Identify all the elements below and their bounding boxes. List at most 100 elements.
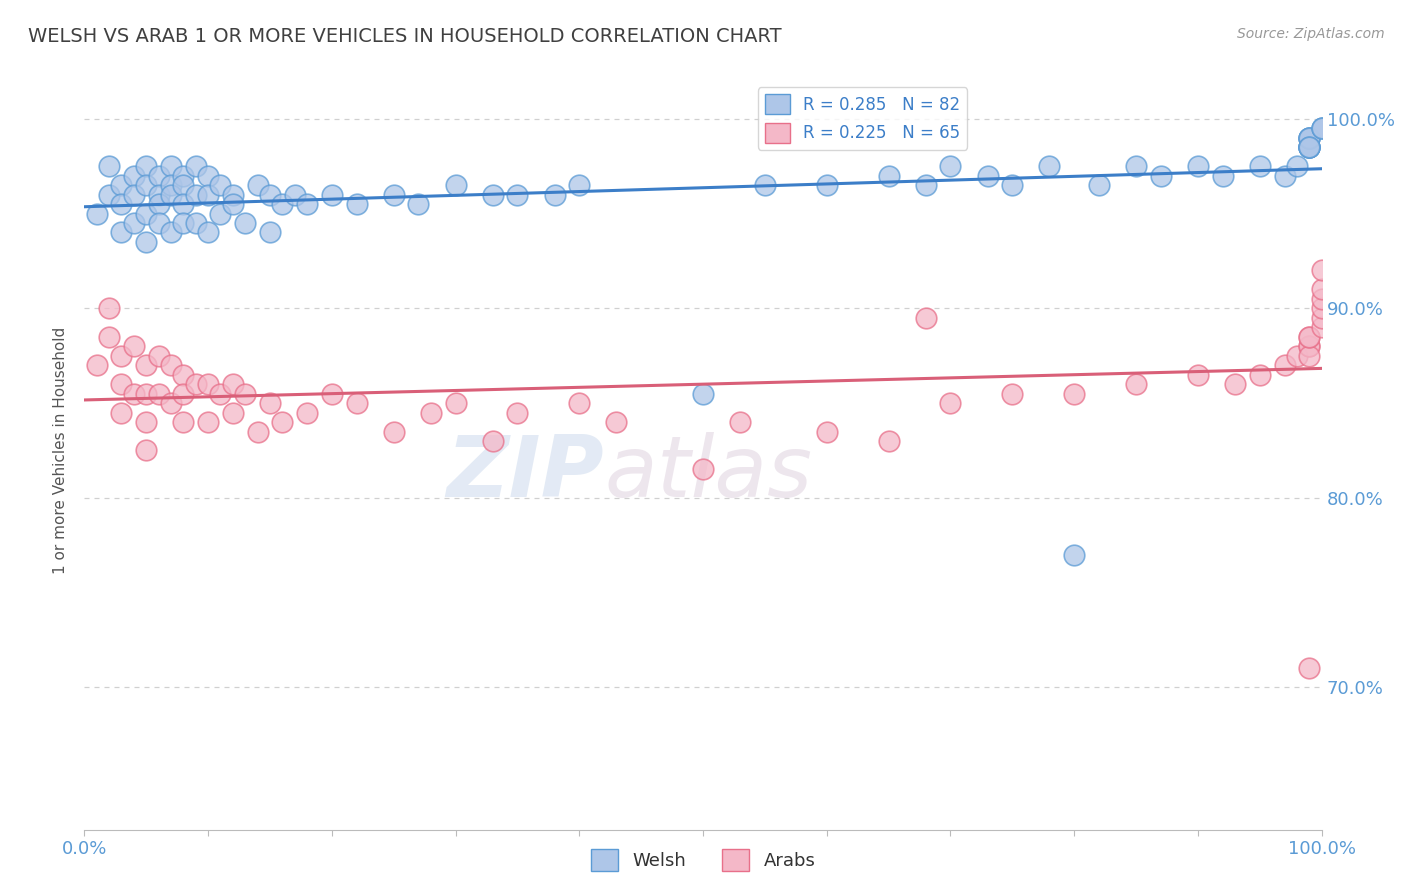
- Point: [222, 187, 245, 202]
- Point: [481, 187, 503, 202]
- Point: [172, 368, 194, 382]
- Point: [222, 405, 245, 419]
- Point: [1310, 121, 1333, 136]
- Point: [135, 178, 157, 192]
- Point: [98, 301, 121, 316]
- Text: atlas: atlas: [605, 432, 813, 515]
- Point: [346, 197, 368, 211]
- Point: [98, 329, 121, 343]
- Point: [1088, 178, 1111, 192]
- Point: [172, 197, 194, 211]
- Text: Source: ZipAtlas.com: Source: ZipAtlas.com: [1237, 27, 1385, 41]
- Point: [135, 358, 157, 372]
- Point: [1298, 130, 1320, 145]
- Point: [197, 415, 219, 429]
- Point: [1310, 263, 1333, 277]
- Legend: R = 0.285   N = 82, R = 0.225   N = 65: R = 0.285 N = 82, R = 0.225 N = 65: [758, 87, 967, 150]
- Point: [1063, 548, 1085, 562]
- Point: [1298, 140, 1320, 154]
- Point: [1285, 159, 1308, 173]
- Point: [1310, 121, 1333, 136]
- Point: [1274, 169, 1296, 183]
- Point: [692, 386, 714, 401]
- Point: [148, 169, 170, 183]
- Point: [1298, 140, 1320, 154]
- Point: [815, 178, 838, 192]
- Point: [382, 425, 405, 439]
- Point: [1298, 349, 1320, 363]
- Point: [184, 377, 207, 392]
- Point: [172, 415, 194, 429]
- Point: [419, 405, 441, 419]
- Point: [259, 226, 281, 240]
- Point: [1310, 310, 1333, 325]
- Point: [209, 206, 232, 220]
- Point: [914, 310, 936, 325]
- Point: [160, 226, 183, 240]
- Point: [122, 169, 145, 183]
- Point: [506, 405, 529, 419]
- Point: [1310, 292, 1333, 306]
- Point: [172, 178, 194, 192]
- Point: [1125, 159, 1147, 173]
- Point: [284, 187, 307, 202]
- Point: [1298, 130, 1320, 145]
- Point: [86, 358, 108, 372]
- Point: [148, 197, 170, 211]
- Point: [1212, 169, 1234, 183]
- Point: [1298, 130, 1320, 145]
- Point: [1187, 368, 1209, 382]
- Point: [1298, 329, 1320, 343]
- Point: [197, 169, 219, 183]
- Point: [160, 178, 183, 192]
- Point: [815, 425, 838, 439]
- Point: [346, 396, 368, 410]
- Point: [1125, 377, 1147, 392]
- Point: [110, 178, 132, 192]
- Point: [1298, 661, 1320, 675]
- Point: [246, 425, 269, 439]
- Point: [939, 396, 962, 410]
- Point: [233, 216, 256, 230]
- Point: [172, 386, 194, 401]
- Point: [122, 339, 145, 353]
- Point: [110, 226, 132, 240]
- Point: [135, 235, 157, 249]
- Point: [86, 206, 108, 220]
- Point: [1274, 358, 1296, 372]
- Point: [233, 386, 256, 401]
- Point: [271, 197, 294, 211]
- Point: [1150, 169, 1173, 183]
- Point: [246, 178, 269, 192]
- Point: [135, 386, 157, 401]
- Point: [197, 377, 219, 392]
- Point: [1285, 349, 1308, 363]
- Point: [444, 178, 467, 192]
- Point: [110, 349, 132, 363]
- Point: [754, 178, 776, 192]
- Point: [1038, 159, 1060, 173]
- Point: [172, 216, 194, 230]
- Point: [209, 386, 232, 401]
- Point: [692, 462, 714, 476]
- Point: [222, 197, 245, 211]
- Point: [222, 377, 245, 392]
- Point: [122, 187, 145, 202]
- Point: [135, 159, 157, 173]
- Point: [148, 187, 170, 202]
- Point: [1249, 368, 1271, 382]
- Point: [1310, 121, 1333, 136]
- Point: [1298, 130, 1320, 145]
- Point: [98, 187, 121, 202]
- Point: [321, 187, 343, 202]
- Point: [1310, 282, 1333, 296]
- Point: [605, 415, 627, 429]
- Point: [976, 169, 998, 183]
- Point: [877, 434, 900, 448]
- Point: [172, 169, 194, 183]
- Point: [1310, 320, 1333, 334]
- Point: [98, 159, 121, 173]
- Point: [1298, 140, 1320, 154]
- Point: [110, 197, 132, 211]
- Point: [148, 216, 170, 230]
